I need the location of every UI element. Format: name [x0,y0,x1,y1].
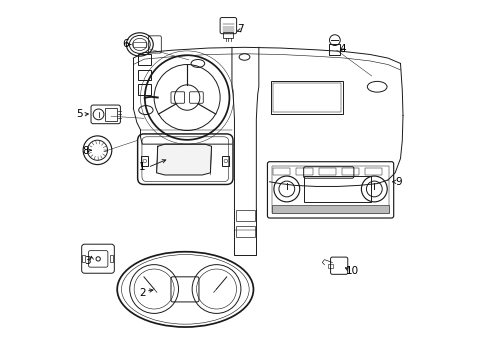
Text: 2: 2 [139,288,145,298]
Text: 1: 1 [139,162,145,172]
Polygon shape [156,144,211,175]
Text: 3: 3 [84,256,91,266]
Text: 10: 10 [345,266,358,276]
Text: 9: 9 [395,177,401,187]
Text: 6: 6 [122,39,128,49]
Text: 5: 5 [76,109,82,119]
FancyBboxPatch shape [272,205,388,213]
Text: 4: 4 [339,44,346,54]
Text: 7: 7 [237,24,244,35]
Text: 8: 8 [82,146,89,156]
